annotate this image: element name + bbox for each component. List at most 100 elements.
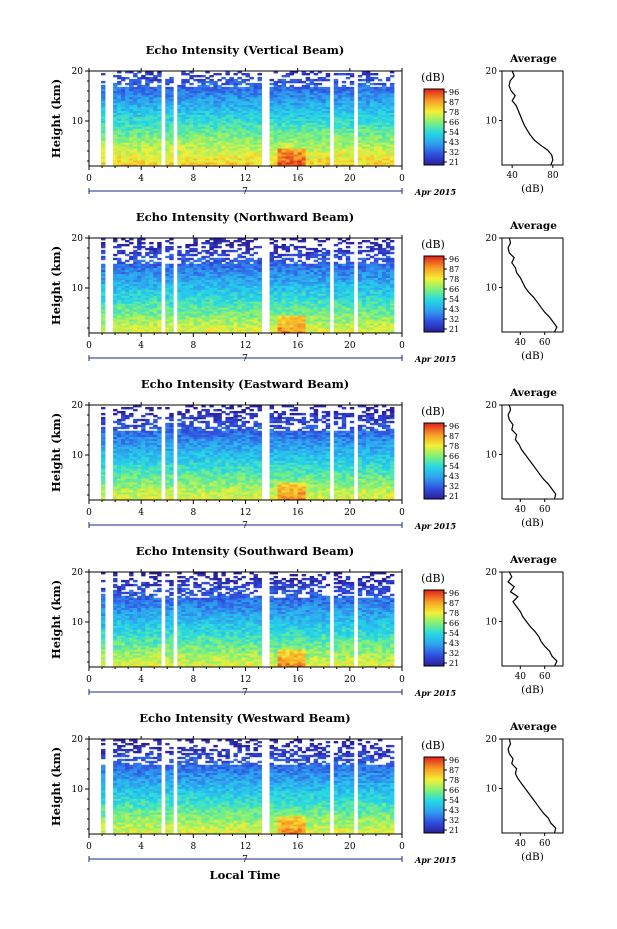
heatmap-cell [141,273,146,277]
heatmap-cell [213,126,218,129]
heatmap-cell [289,138,295,141]
heatmap-cell [157,154,162,157]
heatmap-cell [241,289,246,292]
heatmap-cell [181,102,186,106]
average-profile-line [508,70,554,166]
heatmap-cell [113,303,118,306]
heatmap-cell [181,325,186,328]
heatmap-cell [269,142,274,145]
heatmap-cell [389,126,395,129]
heatmap-cell [157,321,162,324]
heatmap-cell [121,311,126,314]
heatmap-cell [357,104,363,108]
heatmap-cell [153,323,158,326]
heatmap-cell [153,106,158,110]
heatmap-cell [213,283,218,286]
heatmap-cell [121,325,126,328]
heatmap-cell [137,291,142,294]
heatmap-cell [217,102,222,106]
heatmap-cell [169,152,174,155]
heatmap-cell [289,142,295,145]
heatmap-cell [241,277,246,280]
heatmap-cell [229,86,234,90]
heatmap-cell [121,116,126,119]
heatmap-cell [301,126,307,129]
heatmap-cell [301,156,307,159]
heatmap-cell [269,92,274,96]
heatmap-cell [165,154,170,157]
heatmap-cell [169,281,174,284]
heatmap-cell [221,158,226,161]
heatmap-cell [385,96,391,100]
heatmap-cell [217,106,222,110]
heatmap-cell [153,321,158,324]
heatmap-cell [145,116,150,119]
heatmap-cell [101,126,106,129]
heatmap-cell [257,110,262,113]
heatmap-cell [133,275,138,278]
heatmap-cell [121,267,126,271]
heatmap-cell [101,323,106,326]
heatmap-cell [185,158,190,161]
heatmap-cell [101,267,106,271]
heatmap-cell [349,126,355,129]
heatmap-cell [213,118,218,121]
heatmap-cell [313,140,319,143]
heatmap-cell [193,281,198,284]
heatmap-cell [145,146,150,149]
heatmap-cell [357,114,363,117]
heatmap-cell [113,100,118,104]
heatmap-cell [177,86,182,90]
heatmap-cell [117,277,122,280]
heatmap-cell [189,263,194,267]
heatmap-cell [225,114,230,117]
heatmap-cell [285,160,291,163]
heatmap-cell [137,263,142,267]
heatmap-cell [181,152,186,155]
heatmap-cell [165,287,170,290]
heatmap-cell [193,265,198,269]
avg-x-tick-label: 80 [547,171,559,181]
heatmap-cell [301,146,307,149]
heatmap-cell [385,156,391,159]
heatmap-cell [241,154,246,157]
heatmap-cell [213,104,218,108]
heatmap-cell [293,88,299,92]
heatmap-cell [337,118,343,121]
heatmap-cell [113,134,118,137]
heatmap-cell [269,114,274,117]
x-tick-label: 12 [240,174,251,184]
heatmap-cell [117,301,122,304]
heatmap-cell [309,162,315,165]
heatmap-cell [209,251,214,255]
heatmap-cell [313,116,319,119]
heatmap-cell [185,126,190,129]
heatmap-cell [201,297,206,300]
heatmap-cell [181,253,186,257]
heatmap-cell [153,126,158,129]
heatmap-cell [197,285,202,288]
heatmap-cell [361,110,367,113]
heatmap-cell [197,102,202,106]
heatmap-cell [165,144,170,147]
heatmap-cell [277,116,283,119]
heatmap-cell [193,317,198,320]
heatmap-cell [317,112,323,115]
heatmap-cell [297,102,303,106]
heatmap-cell [225,128,230,131]
heatmap-cell [233,84,238,88]
heatmap-cell [233,267,238,271]
heatmap-cell [293,140,299,143]
heatmap-cell [185,104,190,108]
heatmap-cell [177,124,182,127]
heatmap-cell [217,281,222,284]
heatmap-cell [241,164,246,167]
heatmap-cell [229,124,234,127]
heatmap-cell [213,257,218,261]
heatmap-cell [357,92,363,96]
heatmap-cell [101,313,106,316]
heatmap-cell [129,299,134,302]
heatmap-cell [129,160,134,163]
heatmap-cell [285,86,291,90]
heatmap-cell [129,267,134,271]
